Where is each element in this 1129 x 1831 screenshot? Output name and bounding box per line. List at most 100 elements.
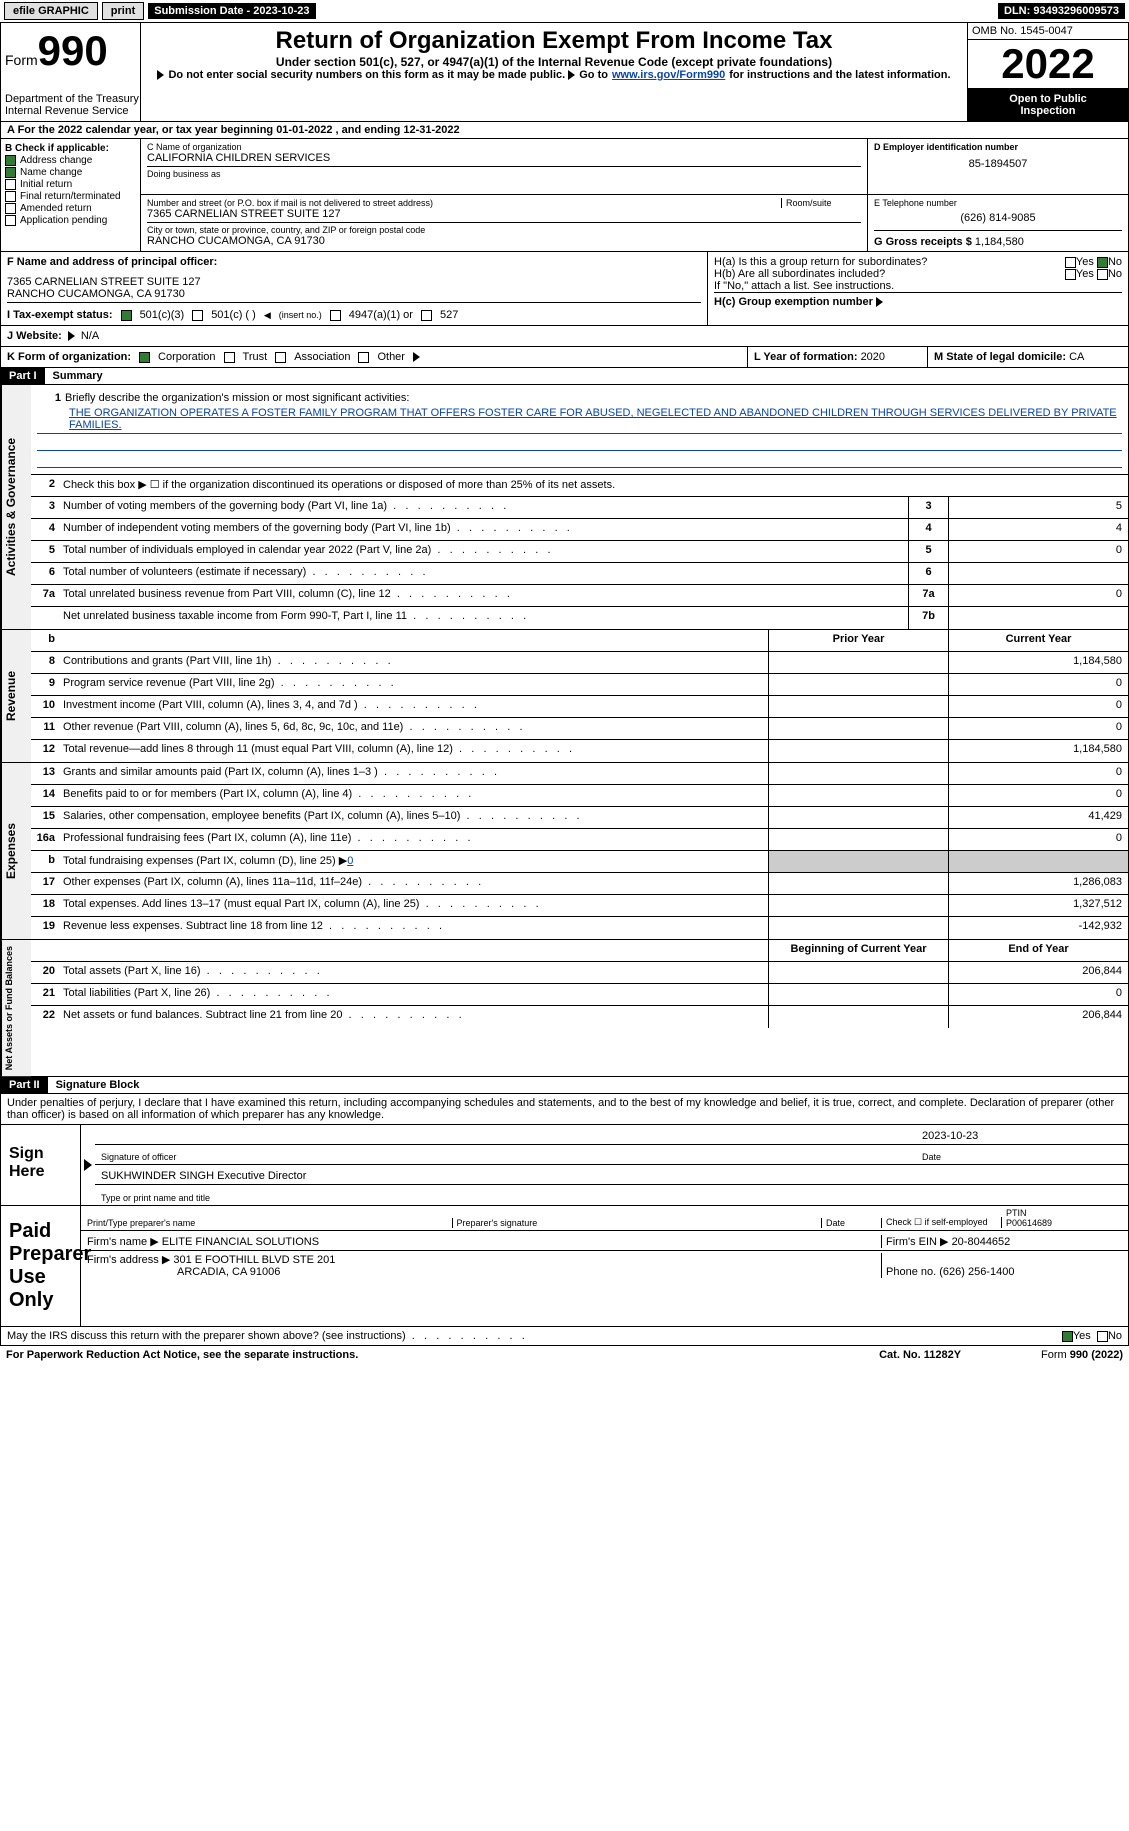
name-label: C Name of organization: [147, 142, 861, 152]
check-corp[interactable]: [139, 352, 150, 363]
city-value: RANCHO CUCAMONGA, CA 91730: [147, 235, 861, 247]
firm-ein: 20-8044652: [952, 1236, 1011, 1248]
year-formation: 2020: [861, 351, 885, 363]
street-value: 7365 CARNELIAN STREET SUITE 127: [147, 208, 861, 220]
room-label: Room/suite: [781, 198, 861, 208]
tab-activities: Activities & Governance: [1, 385, 31, 629]
officer-label: F Name and address of principal officer:: [7, 256, 701, 268]
discuss-row: May the IRS discuss this return with the…: [0, 1327, 1129, 1346]
checkbox[interactable]: [5, 203, 16, 214]
section-activities: Activities & Governance 1Briefly describ…: [0, 385, 1129, 630]
prior-year-header: Prior Year: [768, 630, 948, 651]
firm-addr2: ARCADIA, CA 91006: [87, 1266, 280, 1278]
irs-link[interactable]: www.irs.gov/Form990: [612, 69, 725, 81]
ptin-value: P00614689: [1006, 1218, 1052, 1228]
ha-yes[interactable]: [1065, 257, 1076, 268]
org-name: CALIFORNIA CHILDREN SERVICES: [147, 152, 861, 164]
checkbox[interactable]: [5, 215, 16, 226]
hb-yes[interactable]: [1065, 269, 1076, 280]
section-expenses: Expenses 13Grants and similar amounts pa…: [0, 763, 1129, 940]
officer-addr1: 7365 CARNELIAN STREET SUITE 127: [7, 276, 701, 288]
form-subtitle-1: Under section 501(c), 527, or 4947(a)(1)…: [145, 55, 963, 69]
officer-name: SUKHWINDER SINGH Executive Director: [101, 1170, 306, 1182]
phone-label: E Telephone number: [874, 198, 1122, 208]
checkbox-label: Name change: [20, 167, 82, 178]
part-2-header: Part II Signature Block: [0, 1077, 1129, 1094]
discuss-no[interactable]: [1097, 1331, 1108, 1342]
identity-grid: B Check if applicable: Address changeNam…: [0, 139, 1129, 252]
officer-addr2: RANCHO CUCAMONGA, CA 91730: [7, 288, 701, 300]
checkbox[interactable]: [5, 179, 16, 190]
row-a-calendar: A For the 2022 calendar year, or tax yea…: [0, 122, 1129, 139]
check-527[interactable]: [421, 310, 432, 321]
row-i-tax-status: I Tax-exempt status: 501(c)(3) 501(c) ( …: [7, 305, 701, 321]
checkbox[interactable]: [5, 155, 16, 166]
arrow-icon: [84, 1159, 92, 1171]
section-revenue: Revenue b Prior Year Current Year 8Contr…: [0, 630, 1129, 763]
checkbox-label: Address change: [20, 155, 92, 166]
row-klm: K Form of organization: Corporation Trus…: [0, 347, 1129, 368]
current-year-header: Current Year: [948, 630, 1128, 651]
firm-phone: (626) 256-1400: [939, 1266, 1014, 1278]
irs-line: Internal Revenue Service: [5, 105, 139, 117]
gross-receipts-value: 1,184,580: [975, 236, 1024, 248]
efile-label: efile GRAPHIC: [4, 2, 98, 20]
firm-addr1: 301 E FOOTHILL BLVD STE 201: [173, 1254, 335, 1266]
arrow-icon: [568, 70, 575, 80]
ha-no[interactable]: [1097, 257, 1108, 268]
checkbox[interactable]: [5, 191, 16, 202]
dln: DLN: 93493296009573: [998, 3, 1125, 19]
submission-date: Submission Date - 2023-10-23: [148, 3, 315, 19]
check-trust[interactable]: [224, 352, 235, 363]
omb-number: OMB No. 1545-0047: [968, 23, 1128, 40]
column-b-checkboxes: B Check if applicable: Address changeNam…: [1, 139, 141, 251]
sign-date: 2023-10-23: [922, 1130, 1122, 1142]
hb-no[interactable]: [1097, 269, 1108, 280]
dept-line: Department of the Treasury: [5, 93, 139, 105]
check-other[interactable]: [358, 352, 369, 363]
form-number: 990: [38, 27, 108, 74]
print-button[interactable]: print: [102, 2, 144, 20]
form-header: Form990 Department of the Treasury Inter…: [0, 22, 1129, 122]
tab-net-assets: Net Assets or Fund Balances: [1, 940, 31, 1076]
website-value: N/A: [81, 330, 99, 342]
mission-text: THE ORGANIZATION OPERATES A FOSTER FAMIL…: [37, 407, 1122, 431]
form-subtitle-3: Go to www.irs.gov/Form990 for instructio…: [568, 69, 950, 81]
end-year-header: End of Year: [948, 940, 1128, 961]
begin-year-header: Beginning of Current Year: [768, 940, 948, 961]
ein-label: D Employer identification number: [874, 142, 1122, 152]
col-b-header: B Check if applicable:: [5, 143, 136, 154]
sign-here-label: Sign Here: [1, 1125, 81, 1205]
firm-name: ELITE FINANCIAL SOLUTIONS: [162, 1236, 319, 1248]
checkbox-label: Application pending: [20, 215, 107, 226]
sub2-text: Do not enter social security numbers on …: [168, 69, 565, 81]
check-assoc[interactable]: [275, 352, 286, 363]
checkbox-label: Amended return: [20, 203, 92, 214]
dept-treasury: Department of the Treasury Internal Reve…: [5, 93, 139, 117]
tax-year: 2022: [968, 40, 1128, 89]
discuss-yes[interactable]: [1062, 1331, 1073, 1342]
form-subtitle-2: Do not enter social security numbers on …: [157, 69, 565, 81]
phone-value: (626) 814-9085: [874, 208, 1122, 228]
row-f-h: F Name and address of principal officer:…: [0, 252, 1129, 326]
street-label: Number and street (or P.O. box if mail i…: [147, 198, 781, 208]
sign-here-block: Sign Here 2023-10-23 Signature of office…: [0, 1125, 1129, 1206]
arrow-icon: [876, 297, 883, 307]
check-501c[interactable]: [192, 310, 203, 321]
hc-label: H(c) Group exemption number: [714, 296, 876, 308]
checkbox[interactable]: [5, 167, 16, 178]
check-4947[interactable]: [330, 310, 341, 321]
declaration: Under penalties of perjury, I declare th…: [0, 1094, 1129, 1125]
form-word: Form: [5, 52, 38, 68]
checkbox-label: Initial return: [20, 179, 72, 190]
check-501c3[interactable]: [121, 310, 132, 321]
tab-expenses: Expenses: [1, 763, 31, 939]
paid-preparer-label: Paid Preparer Use Only: [1, 1206, 81, 1326]
hb-label: H(b) Are all subordinates included?: [714, 268, 1065, 280]
officer-sig-label: Signature of officer: [101, 1152, 922, 1162]
state-domicile: CA: [1069, 351, 1084, 363]
arrow-icon: [157, 70, 164, 80]
hb-note: If "No," attach a list. See instructions…: [714, 280, 1122, 292]
row-j-website: J Website: N/A: [0, 326, 1129, 347]
top-bar: efile GRAPHIC print Submission Date - 20…: [0, 0, 1129, 22]
